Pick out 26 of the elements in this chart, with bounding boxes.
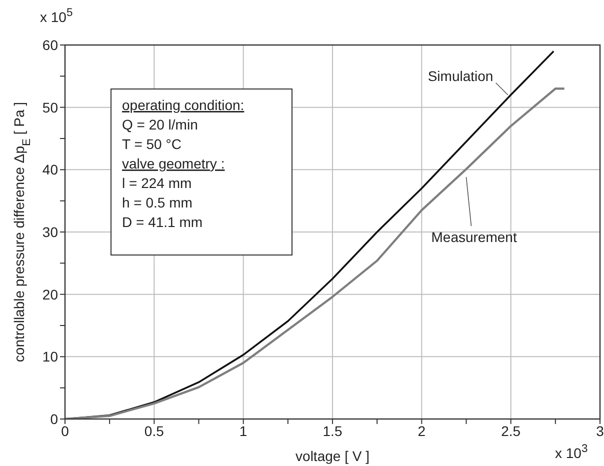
x-axis-title: voltage [ V ] [296,448,370,464]
x-tick-label: 2 [418,422,426,439]
y-tick-label: 0 [50,410,58,427]
series-label: Measurement [431,229,517,246]
text: x 10$^{5}$ [40,7,73,25]
y-tick-label: 60 [42,36,58,53]
annotation: D = 41.1 mm [122,214,203,230]
y-tick-label: 50 [42,99,58,116]
annotation: T = 50 °C [122,136,182,152]
x-tick-label: 0 [61,422,70,439]
y-tick-label: 40 [42,162,58,178]
annotation: operating condition: [122,97,244,113]
series-label: Simulation [428,68,494,84]
x-tick-label: 2.5 [501,422,521,439]
annotation: h = 0.5 mm [122,194,192,210]
y-tick-label: 20 [42,286,58,302]
annotation: valve geometry : [122,156,225,172]
x-tick-label: 0.5 [144,422,164,439]
x-tick-label: 3 [596,422,604,439]
x-tick-label: 1.5 [322,422,342,439]
annotation: l = 224 mm [122,175,192,191]
x-tick-label: 1 [239,422,248,439]
y-tick-label: 30 [42,224,58,240]
text: x 10$^{3}$ [555,443,588,461]
annotation: Q = 20 l/min [122,116,198,132]
y-tick-label: 10 [42,348,58,365]
